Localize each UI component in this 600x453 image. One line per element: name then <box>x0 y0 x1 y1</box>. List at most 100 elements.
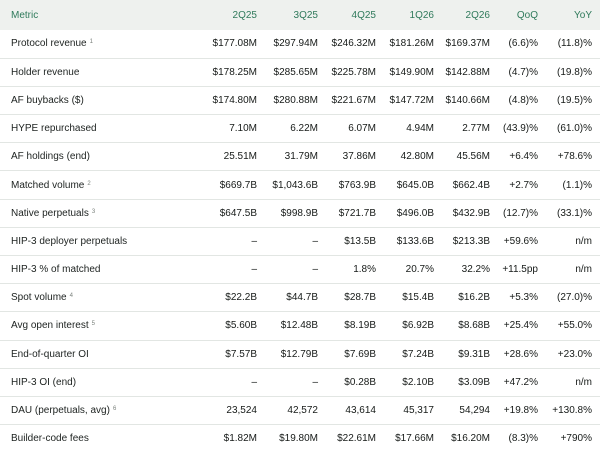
header-2q26: 2Q26 <box>465 9 490 21</box>
row-metric-cell: End-of-quarter OI <box>0 340 176 368</box>
cell-2q25: – <box>251 235 257 247</box>
cell-2q26: $8.68B <box>458 320 490 332</box>
cell-4q25: $13.5B <box>344 235 376 247</box>
table-row: Builder-code fees $1.82M $19.80M $22.61M $17… <box>0 424 600 453</box>
cell-2q26: $432.9B <box>452 207 490 219</box>
table-row: AF holdings (end) 25.51M 31.79M 37.86M 42.80… <box>0 142 600 171</box>
cell-4q25: $763.9B <box>338 179 376 191</box>
cell-yoy: +130.8% <box>552 405 592 417</box>
row-metric-cell: Native perpetuals 3 <box>0 199 176 227</box>
footnote-marker: 4 <box>69 293 73 300</box>
row-label: DAU (perpetuals, avg) <box>11 405 110 417</box>
cell-2q26: $662.4B <box>452 179 490 191</box>
table-row: Protocol revenue 1 $177.08M $297.94M $246.32… <box>0 30 600 58</box>
header-qoq: QoQ <box>516 9 538 21</box>
cell-yoy: (1.1)% <box>562 179 592 191</box>
cell-4q25: $28.7B <box>344 292 376 304</box>
cell-1q26: 42.80M <box>400 151 434 163</box>
table-body: Protocol revenue 1 $177.08M $297.94M $246.32… <box>0 30 600 453</box>
table-row: HYPE repurchased 7.10M 6.22M 6.07M 4.94M 2.77… <box>0 114 600 143</box>
cell-yoy: +790% <box>560 433 592 445</box>
cell-3q25: $12.79B <box>280 348 318 360</box>
cell-3q25: 42,572 <box>287 405 318 417</box>
cell-qoq: +6.4% <box>509 151 538 163</box>
cell-qoq: +25.4% <box>503 320 538 332</box>
row-label: Builder-code fees <box>11 433 89 445</box>
table-row: Spot volume 4 $22.2B $44.7B $28.7B $15.4B $16.… <box>0 283 600 312</box>
table-row: HIP-3 OI (end) – – $0.28B $2.10B $3.09B +47.2%… <box>0 368 600 396</box>
cell-2q25: 23,524 <box>226 405 257 417</box>
cell-4q25: 43,614 <box>345 405 376 417</box>
cell-2q25: $5.60B <box>225 320 257 332</box>
cell-1q26: $2.10B <box>402 376 434 388</box>
cell-2q26: 54,294 <box>459 405 490 417</box>
cell-3q25: $998.9B <box>280 207 318 219</box>
row-metric-cell: Protocol revenue 1 <box>0 30 176 58</box>
cell-3q25: $19.80M <box>279 433 318 445</box>
cell-2q25: $174.80M <box>212 94 257 106</box>
header-3q25: 3Q25 <box>293 9 318 21</box>
row-metric-cell: Spot volume 4 <box>0 284 176 312</box>
row-metric-cell: HIP-3 % of matched <box>0 256 176 284</box>
cell-qoq: +2.7% <box>509 179 538 191</box>
header-1q26: 1Q26 <box>409 9 434 21</box>
cell-1q26: 20.7% <box>405 264 434 276</box>
cell-4q25: $8.19B <box>344 320 376 332</box>
cell-2q25: $22.2B <box>225 292 257 304</box>
table-row: Avg open interest 5 $5.60B $12.48B $8.19B $6.… <box>0 311 600 340</box>
row-label: HIP-3 % of matched <box>11 264 101 276</box>
cell-3q25: $44.7B <box>286 292 318 304</box>
row-label: Matched volume <box>11 179 85 191</box>
cell-4q25: $246.32M <box>331 38 376 50</box>
cell-1q26: $7.24B <box>402 348 434 360</box>
cell-yoy: n/m <box>575 235 592 247</box>
cell-qoq: +5.3% <box>509 292 538 304</box>
footnote-marker: 6 <box>112 406 117 413</box>
row-label: Spot volume <box>11 292 67 304</box>
cell-2q26: $142.88M <box>445 66 490 78</box>
row-metric-cell: AF buybacks ($) <box>0 86 176 114</box>
header-4q25: 4Q25 <box>351 9 376 21</box>
cell-1q26: $147.72M <box>389 94 434 106</box>
cell-4q25: 1.8% <box>353 264 376 276</box>
cell-3q25: $280.88M <box>273 94 318 106</box>
cell-2q26: $9.31B <box>458 348 490 360</box>
row-label: Avg open interest <box>11 320 89 332</box>
cell-yoy: (19.5)% <box>556 94 592 106</box>
cell-3q25: 6.22M <box>290 123 318 135</box>
row-label: Holder revenue <box>11 66 80 78</box>
row-label: HYPE repurchased <box>11 123 97 135</box>
table-row: Matched volume 2 $669.7B $1,043.6B $763.9B $6… <box>0 170 600 199</box>
header-2q25: 2Q25 <box>232 9 257 21</box>
cell-qoq: +19.8% <box>503 405 538 417</box>
table-row: DAU (perpetuals, avg) 6 23,524 42,572 43,614… <box>0 396 600 424</box>
cell-2q25: $178.25M <box>212 66 257 78</box>
cell-4q25: $221.67M <box>331 94 376 106</box>
cell-1q26: $133.6B <box>396 235 434 247</box>
cell-1q26: $17.66M <box>395 433 434 445</box>
cell-yoy: +55.0% <box>557 320 592 332</box>
row-label: AF holdings (end) <box>11 151 90 163</box>
cell-2q25: $7.57B <box>225 348 257 360</box>
row-metric-cell: Holder revenue <box>0 58 176 86</box>
row-label: AF buybacks ($) <box>11 94 84 106</box>
cell-qoq: +11.5pp <box>502 264 538 276</box>
row-label: HIP-3 OI (end) <box>11 376 77 388</box>
cell-3q25: – <box>312 376 318 388</box>
cell-2q26: $16.2B <box>458 292 490 304</box>
cell-3q25: $285.65M <box>273 66 318 78</box>
cell-qoq: (8.3)% <box>508 433 538 445</box>
cell-2q26: $213.3B <box>452 235 490 247</box>
cell-2q25: $647.5B <box>219 207 257 219</box>
cell-1q26: $149.90M <box>389 66 434 78</box>
header-row: Metric 2Q25 3Q25 4Q25 1Q26 2Q26 QoQ YoY <box>0 0 600 30</box>
row-metric-cell: HIP-3 OI (end) <box>0 368 176 396</box>
row-metric-cell: Matched volume 2 <box>0 171 176 199</box>
cell-yoy: n/m <box>575 264 592 276</box>
row-metric-cell: AF holdings (end) <box>0 143 176 171</box>
cell-2q26: 32.2% <box>461 264 490 276</box>
cell-yoy: (11.8)% <box>557 38 592 50</box>
cell-yoy: +23.0% <box>557 348 592 360</box>
cell-1q26: 4.94M <box>406 123 434 135</box>
cell-2q26: $169.37M <box>445 38 490 50</box>
